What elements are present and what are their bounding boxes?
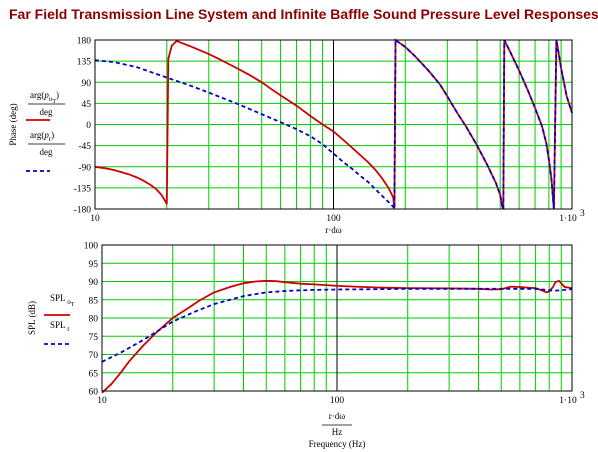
spl-series-o [101, 279, 573, 394]
spl-legend-entry-r: SPL r [44, 320, 70, 345]
spl-xlabel-denominator: Hz [332, 427, 343, 437]
spl-xtick-label: 1·10 [559, 396, 577, 406]
spl-xlabel: r·dω [329, 411, 345, 421]
phase-ytick-label: -180 [74, 206, 92, 216]
phase-xtick-exponent: 3 [580, 209, 585, 219]
phase-xtick-label: 10 [90, 214, 100, 224]
phase-ytick-label: 135 [77, 58, 92, 68]
spl-ytick-label: 100 [84, 242, 99, 252]
phase-ytick-label: -90 [78, 163, 91, 173]
legend-label: SPL oT [50, 293, 75, 308]
phase-series-o [94, 38, 573, 210]
spl-xtick-label: 10 [97, 396, 107, 406]
spl-ytick-label: 70 [89, 351, 99, 361]
spl-xtick-exponent: 3 [580, 391, 585, 401]
legend-label: SPL r [50, 320, 70, 333]
spl-ytick-label: 85 [89, 296, 99, 306]
phase-ytick-label: -45 [78, 142, 91, 152]
spl-ytick-label: 90 [89, 278, 99, 288]
phase-ylabel: Phase (deg) [8, 103, 18, 145]
phase-xlabel: r·dω [325, 225, 341, 235]
phase-legend-entry-o: arg(poT) deg [26, 90, 65, 121]
spl-xlabel-frequency: Frequency (Hz) [309, 439, 366, 449]
phase-xtick-label: 1·10 [559, 214, 577, 224]
phase-frame [94, 39, 573, 210]
phase-ytick-label: 45 [82, 100, 92, 110]
legend-denominator: deg [40, 147, 53, 157]
phase-ytick-label: 180 [77, 37, 92, 47]
phase-ytick-label: 90 [82, 79, 92, 89]
spl-series-r [101, 287, 573, 363]
phase-series-r [94, 38, 573, 210]
spl-ytick-label: 65 [89, 369, 99, 379]
phase-ytick-label: 0 [86, 121, 91, 131]
spl-ytick-label: 95 [89, 260, 99, 270]
spl-frame [101, 244, 573, 392]
phase-xtick-label: 100 [326, 214, 341, 224]
spl-ytick-label: 80 [89, 315, 99, 325]
legend-numerator: arg(poT) [30, 90, 59, 105]
phase-legend-entry-r: arg(pr) deg [26, 130, 65, 172]
phase-ytick-label: -135 [74, 184, 92, 194]
legend-denominator: deg [40, 107, 53, 117]
spl-ytick-label: 75 [89, 333, 99, 343]
spl-ytick-label: 60 [89, 388, 99, 398]
spl-legend-entry-o: SPL oT [44, 293, 75, 316]
spl-ylabel: SPL (dB) [27, 301, 37, 335]
spl-xtick-label: 100 [330, 396, 345, 406]
legend-numerator: arg(pr) [30, 130, 54, 143]
chart-title: Far Field Transmission Line System and I… [9, 6, 598, 22]
